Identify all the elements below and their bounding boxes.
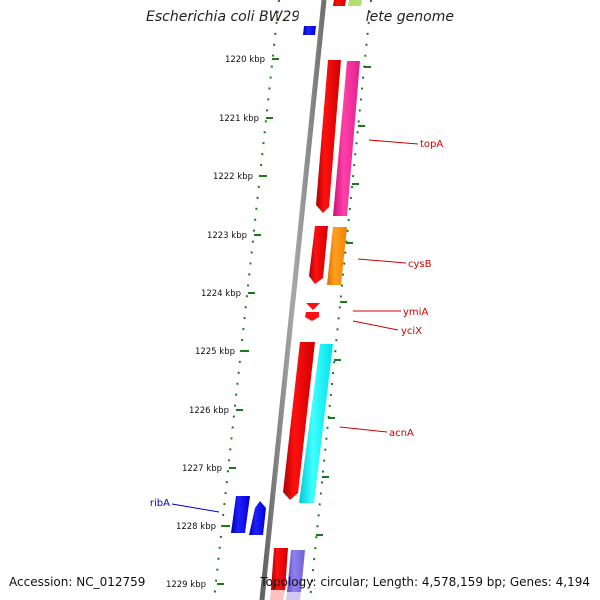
gene-block-bottom-pale-purple[interactable]: [286, 592, 301, 600]
kbp-label: 1225 kbp: [195, 347, 235, 357]
gene-yciX[interactable]: [305, 312, 319, 321]
tick-guide-left: [213, 0, 280, 600]
gene-topA-pink[interactable]: [333, 61, 360, 216]
kbp-label: 1224 kbp: [201, 289, 241, 299]
tick-guide-right: [309, 0, 372, 600]
gene-block-top-blue[interactable]: [303, 26, 316, 35]
gene-label-ribA: ribA: [150, 498, 170, 509]
gene-block-bottom-red[interactable]: [271, 548, 288, 590]
gene-cysB-orange[interactable]: [327, 227, 347, 285]
kbp-label: 1226 kbp: [189, 406, 229, 416]
leader-acnA: [339, 426, 388, 433]
gene-ymiA[interactable]: [306, 303, 320, 310]
major-ticks: [217, 58, 279, 585]
kbp-label: 1227 kbp: [182, 464, 222, 474]
kbp-label: 1223 kbp: [207, 231, 247, 241]
right-ticks: [316, 66, 371, 536]
gene-ribA-a[interactable]: [231, 496, 250, 533]
gene-labels: topA cysB ymiA yciX acnA ribA: [150, 139, 443, 509]
leader-cysB: [357, 258, 407, 264]
leader-ribA: [171, 503, 220, 513]
gene-ribA-b[interactable]: [249, 501, 266, 535]
kbp-label: 1220 kbp: [225, 55, 265, 65]
accession-label: Accession: NC_012759: [9, 575, 146, 589]
kbp-labels: 1220 kbp 1221 kbp 1222 kbp 1223 kbp 1224…: [166, 55, 265, 590]
gene-block-top-green[interactable]: [348, 0, 362, 6]
gene-block-top-red[interactable]: [333, 0, 346, 6]
gene-block-bottom-purple[interactable]: [287, 550, 305, 592]
gene-label-yciX: yciX: [401, 326, 422, 337]
kbp-label: 1229 kbp: [166, 580, 206, 590]
kbp-label: 1228 kbp: [176, 522, 216, 532]
gene-topA-red[interactable]: [316, 60, 341, 213]
gene-cysB-red[interactable]: [309, 226, 328, 284]
kbp-label: 1222 kbp: [213, 172, 253, 182]
gene-label-ymiA: ymiA: [403, 307, 428, 318]
gene-acnA-red[interactable]: [283, 342, 315, 500]
gene-label-cysB: cysB: [408, 259, 432, 270]
gene-label-acnA: acnA: [389, 428, 414, 439]
leader-topA: [368, 139, 419, 145]
kbp-label: 1221 kbp: [219, 114, 259, 124]
genome-backbone: [259, 0, 327, 600]
gene-block-bottom-pale-red[interactable]: [270, 590, 285, 600]
leader-yciX: [352, 320, 399, 331]
topology-summary: Topology: circular; Length: 4,578,159 bp…: [260, 575, 590, 589]
gene-label-topA: topA: [420, 139, 443, 150]
gene-acnA-cyan[interactable]: [299, 344, 333, 503]
label-leaders: [171, 139, 419, 513]
